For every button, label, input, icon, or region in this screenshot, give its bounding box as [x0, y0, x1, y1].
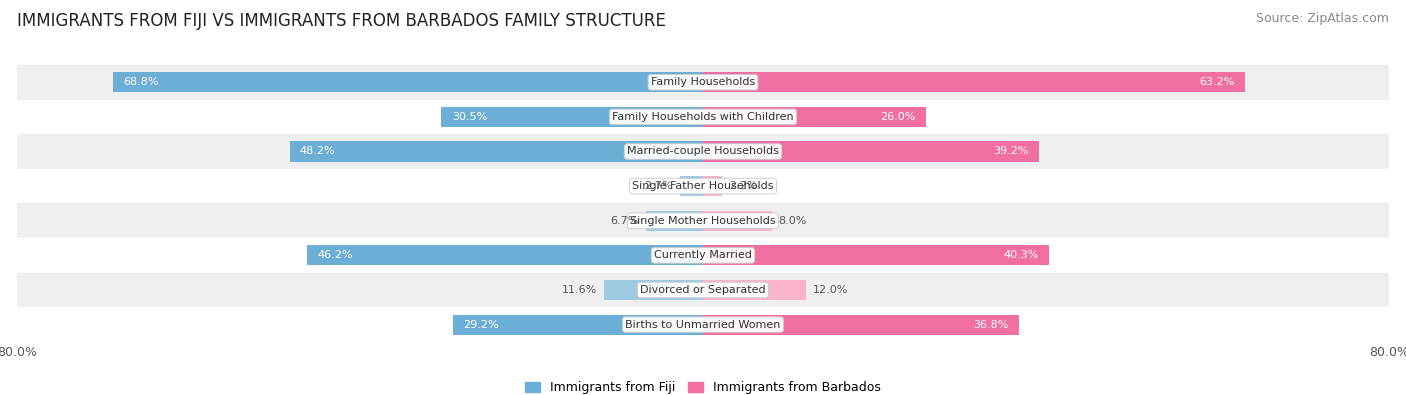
Text: Married-couple Households: Married-couple Households	[627, 147, 779, 156]
Text: 29.2%: 29.2%	[463, 320, 499, 329]
Bar	[17, 238, 1389, 273]
Text: 8.0%: 8.0%	[779, 216, 807, 226]
Legend: Immigrants from Fiji, Immigrants from Barbados: Immigrants from Fiji, Immigrants from Ba…	[520, 376, 886, 395]
Bar	[453, 314, 703, 335]
Text: 26.0%: 26.0%	[880, 112, 915, 122]
Bar	[290, 141, 703, 162]
Text: 63.2%: 63.2%	[1199, 77, 1234, 87]
Text: 11.6%: 11.6%	[561, 285, 596, 295]
Bar	[17, 169, 1389, 203]
Text: 46.2%: 46.2%	[316, 250, 353, 260]
Bar	[703, 280, 806, 300]
Text: Family Households: Family Households	[651, 77, 755, 87]
Bar	[703, 107, 927, 127]
Bar	[441, 107, 703, 127]
Bar	[703, 314, 1018, 335]
Bar	[17, 134, 1389, 169]
Text: 6.7%: 6.7%	[610, 216, 638, 226]
Text: 30.5%: 30.5%	[451, 112, 486, 122]
Bar	[17, 203, 1389, 238]
Bar	[603, 280, 703, 300]
Bar	[681, 176, 703, 196]
Bar	[703, 141, 1039, 162]
Bar	[17, 100, 1389, 134]
Text: Source: ZipAtlas.com: Source: ZipAtlas.com	[1256, 12, 1389, 25]
Bar	[112, 72, 703, 92]
Text: 48.2%: 48.2%	[299, 147, 336, 156]
Text: 68.8%: 68.8%	[124, 77, 159, 87]
Text: 40.3%: 40.3%	[1002, 250, 1039, 260]
Text: Single Mother Households: Single Mother Households	[630, 216, 776, 226]
Bar	[307, 245, 703, 265]
Text: 12.0%: 12.0%	[813, 285, 848, 295]
Text: 2.7%: 2.7%	[644, 181, 673, 191]
Text: Single Father Households: Single Father Households	[633, 181, 773, 191]
Bar	[645, 211, 703, 231]
Bar	[703, 211, 772, 231]
Text: IMMIGRANTS FROM FIJI VS IMMIGRANTS FROM BARBADOS FAMILY STRUCTURE: IMMIGRANTS FROM FIJI VS IMMIGRANTS FROM …	[17, 12, 666, 30]
Bar	[703, 176, 721, 196]
Text: Divorced or Separated: Divorced or Separated	[640, 285, 766, 295]
Text: 2.2%: 2.2%	[728, 181, 758, 191]
Bar	[17, 65, 1389, 100]
Text: 36.8%: 36.8%	[973, 320, 1008, 329]
Bar	[703, 72, 1246, 92]
Bar	[17, 273, 1389, 307]
Bar	[703, 245, 1049, 265]
Text: Family Households with Children: Family Households with Children	[612, 112, 794, 122]
Text: Currently Married: Currently Married	[654, 250, 752, 260]
Text: Births to Unmarried Women: Births to Unmarried Women	[626, 320, 780, 329]
Text: 39.2%: 39.2%	[994, 147, 1029, 156]
Bar	[17, 307, 1389, 342]
